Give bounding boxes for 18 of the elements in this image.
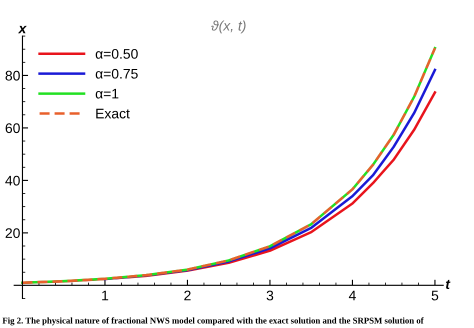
legend-label: α=0.75	[96, 68, 138, 79]
x-axis-title: t	[446, 280, 450, 290]
x-tick-label: 2	[184, 290, 191, 300]
y-tick-label: 60	[6, 123, 20, 134]
x-tick-label: 1	[102, 290, 108, 300]
line-series	[21, 46, 436, 284]
legend-label: Exact	[96, 108, 130, 118]
y-tick-label: 40	[5, 176, 20, 186]
legend-label: α=0.50	[96, 48, 138, 59]
chart-title: ϑ(x, t)	[211, 20, 246, 34]
y-axis-title: x	[18, 26, 27, 34]
y-tick-label: 20	[6, 228, 20, 238]
x-tick-label: 4	[348, 290, 356, 300]
legend-label: α=1	[96, 88, 118, 99]
y-tick-label: 80	[6, 70, 20, 81]
x-tick-label: 5	[432, 290, 438, 300]
caption: Fig 2. The physical nature of fractional NWS model compared with the exact solution and the SRPSM solution of	[2, 317, 424, 326]
x-tick-label: 3	[266, 290, 274, 300]
